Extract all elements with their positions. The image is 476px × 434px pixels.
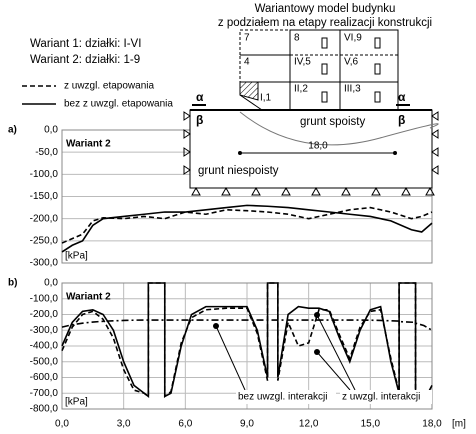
- y-tick-label: 0,0: [44, 125, 58, 136]
- cell-label: II,2: [294, 84, 308, 95]
- series-line: [61, 319, 433, 331]
- legend: z uwzgl. etapowania bez z uwzgl. etapowa…: [22, 38, 173, 110]
- x-tick-label: 3,0: [117, 419, 131, 430]
- dimension-end: [393, 151, 397, 155]
- cell-label: IV,5: [294, 57, 311, 68]
- soil-label: grunt niespoisty: [198, 165, 279, 177]
- label-bg: [340, 390, 432, 404]
- y-tick-label: -800,0: [30, 404, 59, 415]
- section-mark: α: [398, 90, 406, 104]
- y-tick-label: -50,0: [35, 147, 58, 158]
- y-tick-label: -100,0: [30, 169, 59, 180]
- annotation: bez uwzgl. interakcji: [238, 392, 327, 403]
- y-tick-label: -500,0: [30, 356, 59, 367]
- section-mark: β: [196, 113, 203, 127]
- x-tick-label: 18,0: [422, 419, 442, 430]
- section-mark: β: [398, 113, 405, 127]
- y-unit: [kPa]: [65, 397, 88, 408]
- series-line: [61, 204, 433, 253]
- y-tick-label: -600,0: [30, 372, 59, 383]
- variant-label: Wariant 1: działki: I-VI: [30, 38, 141, 50]
- charts: 0,0 -50,0 -100,0 -150,0 -200,0 -250,0 -300,0 a)…: [8, 125, 466, 430]
- building-diagram: Wariantowy model budynku z podziałem na …: [183, 3, 439, 196]
- series-line: [61, 206, 433, 244]
- y-tick-label: -300,0: [30, 325, 59, 336]
- x-tick-label: 12,0: [299, 419, 319, 430]
- dimension-end: [238, 151, 242, 155]
- y-tick-label: -200,0: [30, 309, 59, 320]
- inner-title: Wariant 2: [66, 292, 111, 303]
- y-tick-label: -150,0: [30, 191, 59, 202]
- cell-label: III,3: [344, 84, 361, 95]
- window: [321, 63, 328, 75]
- leader-line: [316, 351, 351, 391]
- annotations: bez uwzgl. interakcji z uwzgl. interakcj…: [213, 312, 432, 404]
- diagram-title: Wariantowy model budynku: [255, 3, 396, 15]
- y-tick-label: 0,0: [44, 278, 58, 289]
- x-unit: [m]: [452, 419, 466, 430]
- soil-boundary: [239, 111, 439, 146]
- y-tick-label: -100,0: [30, 293, 59, 304]
- soil-label: grunt spoisty: [300, 116, 365, 128]
- y-unit: [kPa]: [65, 251, 88, 262]
- cell-label: 8: [294, 33, 300, 44]
- supports: [183, 111, 439, 175]
- annotation-dot: [213, 323, 219, 329]
- cell-label: 4: [244, 57, 250, 68]
- diagram-title: z podziałem na etapy realizacji konstruk…: [218, 17, 432, 29]
- y-tick-label: -700,0: [30, 388, 59, 399]
- series-line: [61, 282, 433, 403]
- hatched-area: [239, 81, 259, 101]
- dimension-label: 18,0: [308, 141, 328, 152]
- window: [374, 37, 381, 49]
- annotation-dot: [314, 349, 320, 355]
- panel-label: a): [8, 125, 17, 136]
- label-bg: [236, 390, 336, 404]
- panel-label: b): [8, 278, 17, 289]
- legend-label: bez z uwzgl. etapowania: [64, 99, 173, 110]
- variant-label: Wariant 2: działki: 1-9: [30, 54, 140, 66]
- x-tick-label: 15,0: [361, 419, 381, 430]
- x-tick-label: 6,0: [178, 419, 192, 430]
- leader-line: [215, 325, 246, 391]
- annotation: z uwzgl. interakcji: [342, 392, 420, 403]
- window: [321, 37, 328, 49]
- window: [374, 63, 381, 75]
- section-mark: α: [196, 90, 204, 104]
- cell-label: V,6: [344, 57, 359, 68]
- window: [374, 91, 381, 103]
- leader-line: [316, 314, 356, 391]
- y-tick-label: -300,0: [30, 258, 59, 269]
- supports: [191, 186, 435, 196]
- legend-label: z uwzgl. etapowania: [64, 81, 154, 92]
- x-tick-label: 9,0: [240, 419, 254, 430]
- y-tick-label: -400,0: [30, 341, 59, 352]
- cell-label: VI,9: [344, 33, 362, 44]
- window: [321, 91, 328, 103]
- cell-label: I,1: [260, 93, 272, 104]
- x-tick-label: 0,0: [55, 419, 69, 430]
- annotation-dot: [314, 312, 320, 318]
- y-tick-label: -250,0: [30, 235, 59, 246]
- inner-title: Wariant 2: [66, 139, 111, 150]
- soil-box: [189, 109, 433, 189]
- y-tick-label: -200,0: [30, 213, 59, 224]
- cell-label: 7: [244, 33, 250, 44]
